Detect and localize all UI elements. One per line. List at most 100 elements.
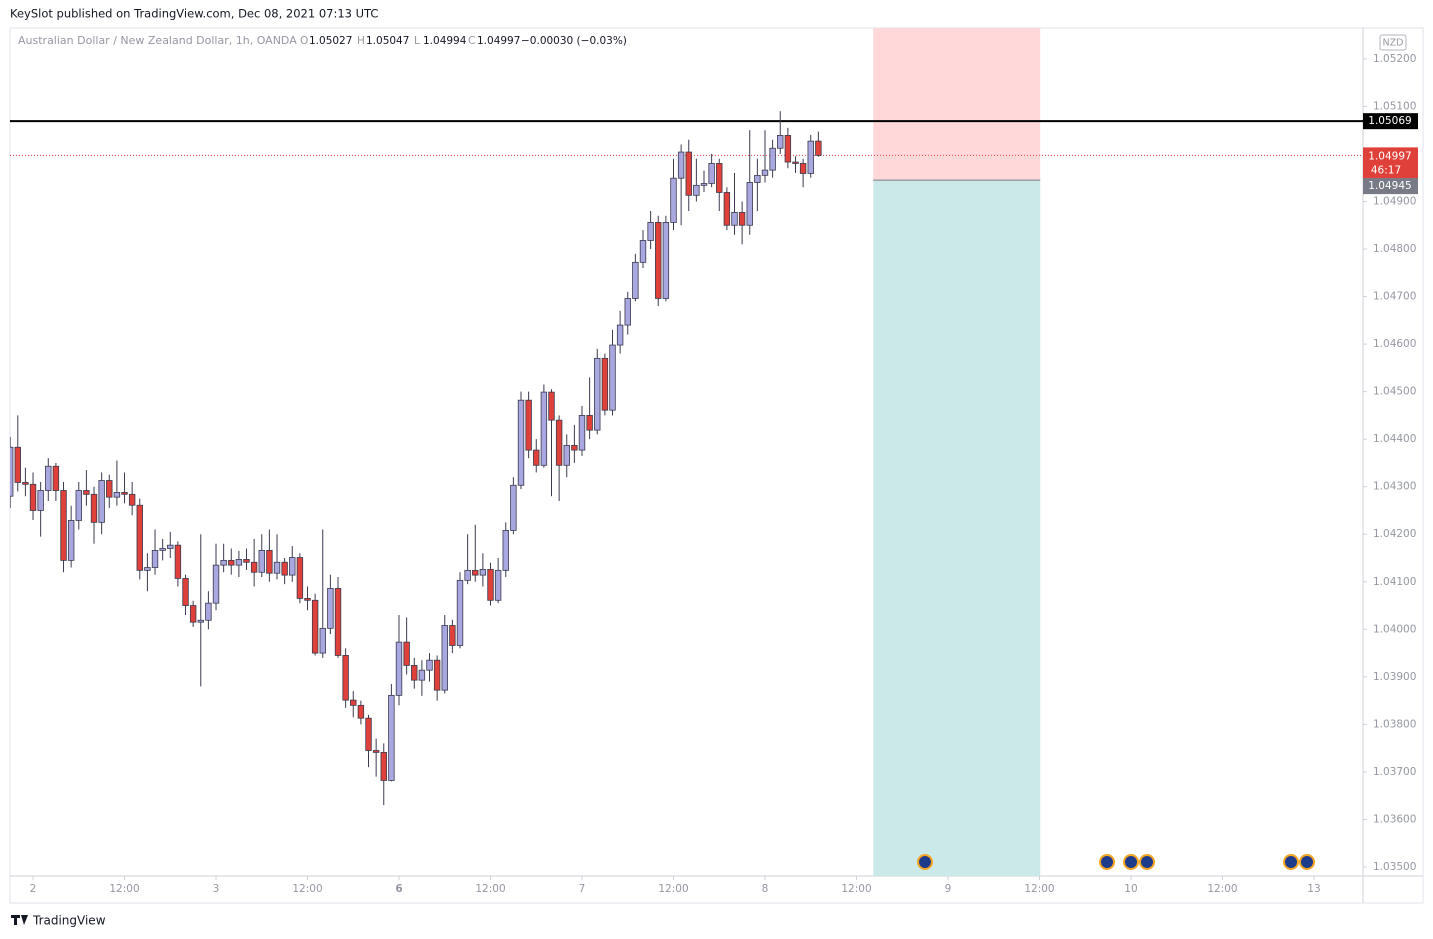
frame [9, 27, 1424, 904]
candle-body [738, 212, 746, 226]
candle-body [14, 446, 21, 483]
ohlc-value: 1.05047 [366, 35, 409, 47]
candle-body [167, 544, 174, 549]
candle-body [784, 135, 792, 163]
ohlc-letter: L [414, 35, 420, 47]
candle-body [487, 569, 494, 601]
candle-body [540, 391, 548, 466]
candle-body [563, 444, 570, 466]
candle-body [113, 492, 121, 498]
candle-body [266, 549, 273, 574]
ohlc-value: 1.04994 [423, 35, 467, 47]
candle-body [281, 561, 288, 576]
candle-body [10, 446, 14, 497]
candle-body [731, 212, 738, 226]
candle-body [90, 493, 98, 523]
candle-body [670, 177, 677, 223]
x-tick-label: 12:00 [475, 883, 505, 895]
candle-body [418, 669, 426, 681]
x-tick-label: 9 [945, 883, 952, 895]
candle-body [723, 192, 731, 226]
candle-body [693, 184, 700, 196]
candle-body [319, 627, 326, 654]
target-zone [873, 180, 1041, 876]
candle-body [685, 151, 692, 196]
candle-body [212, 564, 220, 604]
candle-body [243, 559, 250, 563]
candle-body [52, 465, 60, 491]
candle-body [60, 490, 67, 561]
ohlc-value: 1.05027 [309, 35, 352, 47]
y-tick-label: 1.05100 [1373, 100, 1416, 112]
y-tick-label: 1.04200 [1373, 528, 1416, 540]
candle-body [67, 520, 75, 561]
candle-body [350, 699, 357, 706]
candle-body [716, 163, 723, 193]
y-tick-label: 1.03500 [1373, 861, 1416, 873]
candle-body [380, 752, 387, 781]
x-tick-label: 12:00 [1024, 883, 1054, 895]
candle-body [403, 641, 410, 666]
candle-body [411, 665, 418, 681]
y-tick-label: 1.04400 [1373, 433, 1416, 445]
y-tick-label: 1.04600 [1373, 338, 1416, 350]
candle-body [639, 240, 647, 263]
candle-body [37, 490, 44, 511]
candle-body [75, 490, 82, 521]
candle-body [662, 222, 670, 299]
candle-body [304, 598, 311, 601]
candle-body [533, 449, 540, 466]
candle-body [777, 135, 784, 149]
candle-body [677, 151, 685, 179]
candle-body [273, 561, 281, 574]
candle-body [29, 483, 37, 511]
candle-body [205, 602, 212, 621]
candle-body [594, 357, 601, 431]
candle-body [250, 561, 258, 573]
ohlc-letter: H [357, 35, 365, 47]
y-tick-label: 1.04300 [1373, 481, 1416, 493]
candle-body [258, 549, 265, 573]
candle-body [174, 544, 182, 579]
candle-body [578, 414, 586, 451]
currency-badge [1379, 34, 1407, 51]
y-tick-label: 1.04800 [1373, 243, 1416, 255]
candle-body [189, 605, 197, 623]
x-tick-label: 12:00 [1207, 883, 1237, 895]
change: −0.00030 (−0.03%) [521, 35, 627, 47]
x-tick-label: 12:00 [292, 883, 322, 895]
candle-body [647, 222, 654, 241]
candle-body [395, 641, 403, 696]
plot [10, 28, 1363, 876]
candle-body [289, 557, 296, 576]
y-tick-label: 1.03800 [1373, 718, 1416, 730]
candle-body [182, 578, 189, 606]
x-tick-label: 6 [395, 883, 402, 895]
candle-body [464, 569, 471, 581]
candle-body [616, 324, 624, 346]
countdown: 46:17 [1371, 164, 1401, 176]
y-tick-label: 1.04900 [1373, 195, 1416, 207]
candle-body [197, 619, 204, 623]
candle-body [22, 482, 29, 485]
candle-body [342, 655, 349, 701]
candle-body [555, 419, 563, 466]
hline-label-bg [1363, 113, 1418, 130]
candle-body [136, 504, 143, 571]
event-flags [917, 854, 1315, 870]
axes: 1.05200 1.05100 1.04900 1.04800 1.04700 1.046… [30, 53, 1418, 895]
y-tick-label: 1.03600 [1373, 813, 1416, 825]
x-tick-label: 10 [1124, 883, 1137, 895]
candle-body [494, 569, 502, 601]
candle-body [761, 169, 769, 176]
last-price-bg [1363, 147, 1418, 179]
candle-body [754, 174, 761, 183]
candle-body [327, 588, 334, 629]
candle-body [388, 694, 395, 781]
candle-body [228, 559, 235, 566]
x-tick-label: 12:00 [841, 883, 871, 895]
y-tick-label: 1.04100 [1373, 576, 1416, 588]
candle-body [525, 399, 532, 451]
candle-body [502, 530, 509, 571]
